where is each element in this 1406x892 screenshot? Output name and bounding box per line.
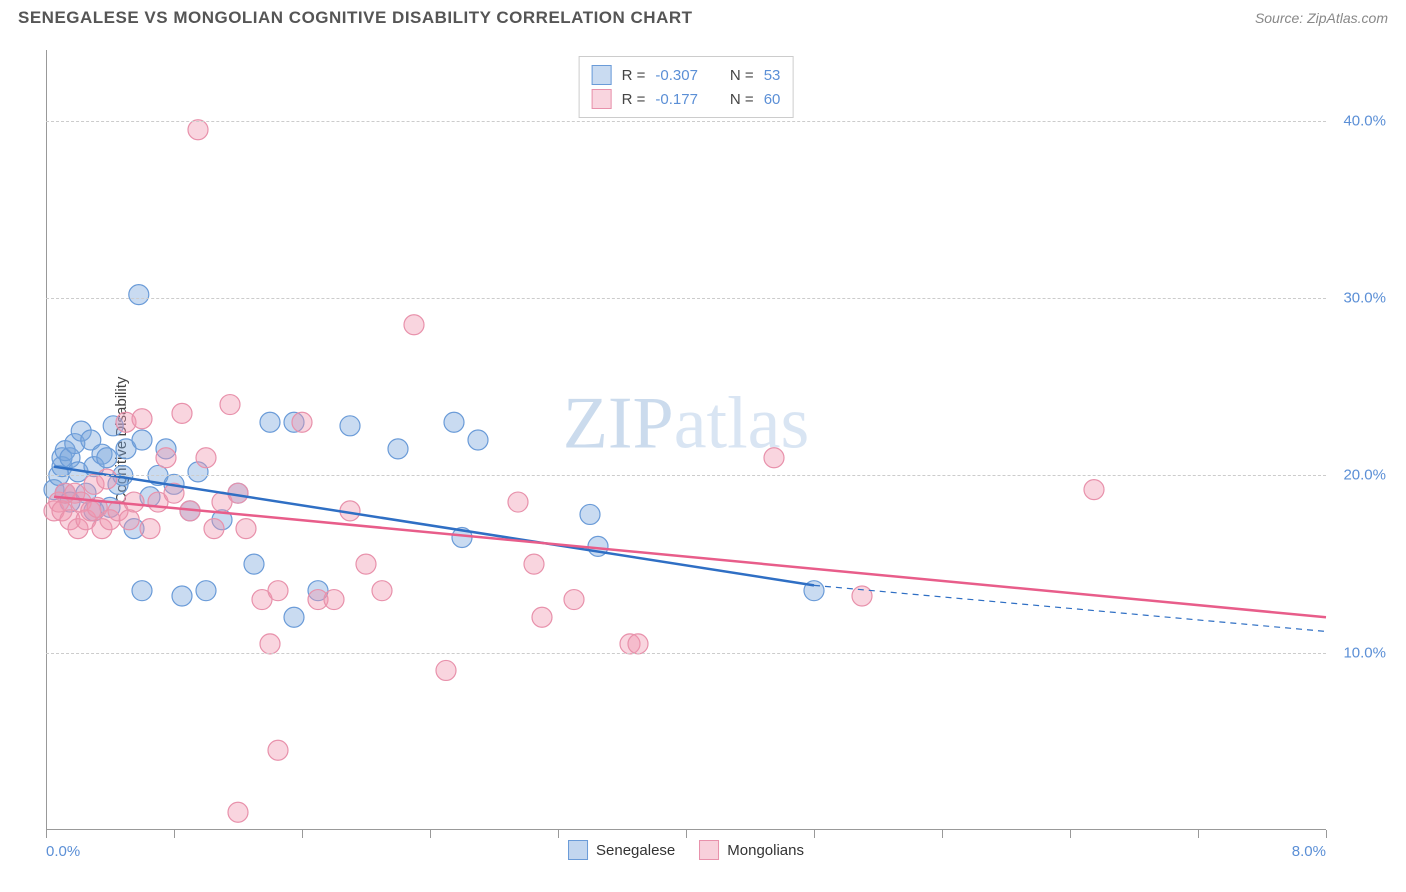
data-point xyxy=(524,554,544,574)
data-point xyxy=(260,634,280,654)
xtick xyxy=(1070,830,1071,838)
data-point xyxy=(468,430,488,450)
legend-swatch xyxy=(592,65,612,85)
xtick-label: 0.0% xyxy=(46,843,80,860)
data-point xyxy=(129,285,149,305)
data-point xyxy=(284,607,304,627)
legend-label: Mongolians xyxy=(727,842,804,859)
data-point xyxy=(268,740,288,760)
legend-swatch xyxy=(592,89,612,109)
grid-line xyxy=(46,121,1326,122)
data-point xyxy=(196,448,216,468)
data-point xyxy=(196,581,216,601)
data-point xyxy=(628,634,648,654)
legend-swatch xyxy=(699,840,719,860)
data-point xyxy=(372,581,392,601)
chart-title: SENEGALESE VS MONGOLIAN COGNITIVE DISABI… xyxy=(18,8,693,28)
data-point xyxy=(172,586,192,606)
xtick xyxy=(46,830,47,838)
legend-stat-row: R = -0.307 N = 53 xyxy=(592,63,781,87)
data-point xyxy=(132,581,152,601)
data-point xyxy=(340,416,360,436)
data-point xyxy=(97,469,117,489)
data-point xyxy=(132,430,152,450)
data-point xyxy=(140,519,160,539)
data-point xyxy=(132,409,152,429)
data-point xyxy=(404,315,424,335)
grid-line xyxy=(46,475,1326,476)
n-label: N = xyxy=(730,91,754,108)
legend-item: Mongolians xyxy=(699,840,804,860)
data-point xyxy=(852,586,872,606)
data-point xyxy=(444,412,464,432)
data-point xyxy=(356,554,376,574)
data-point xyxy=(1084,480,1104,500)
r-value: -0.177 xyxy=(655,91,698,108)
data-point xyxy=(764,448,784,468)
data-point xyxy=(124,492,144,512)
data-point xyxy=(292,412,312,432)
data-point xyxy=(172,403,192,423)
data-point xyxy=(188,120,208,140)
data-point xyxy=(324,590,344,610)
ytick-label: 10.0% xyxy=(1343,644,1386,661)
data-point xyxy=(119,510,139,530)
ytick-label: 40.0% xyxy=(1343,112,1386,129)
xtick xyxy=(1198,830,1199,838)
data-point xyxy=(436,660,456,680)
legend-item: Senegalese xyxy=(568,840,675,860)
trend-line xyxy=(54,497,1326,618)
source-label: Source: ZipAtlas.com xyxy=(1255,10,1388,26)
xtick xyxy=(814,830,815,838)
xtick xyxy=(942,830,943,838)
grid-line xyxy=(46,298,1326,299)
xtick xyxy=(174,830,175,838)
data-point xyxy=(268,581,288,601)
xtick-label: 8.0% xyxy=(1292,843,1326,860)
xtick xyxy=(558,830,559,838)
xtick xyxy=(430,830,431,838)
legend-series: Senegalese Mongolians xyxy=(568,840,804,860)
data-point xyxy=(580,504,600,524)
xtick xyxy=(1326,830,1327,838)
legend-label: Senegalese xyxy=(596,842,675,859)
data-point xyxy=(220,395,240,415)
legend-stat-row: R = -0.177 N = 60 xyxy=(592,87,781,111)
chart-area: Cognitive Disability ZIPatlas R = -0.307… xyxy=(46,50,1326,830)
r-value: -0.307 xyxy=(655,67,698,84)
data-point xyxy=(508,492,528,512)
data-point xyxy=(156,448,176,468)
r-label: R = xyxy=(622,91,646,108)
ytick-label: 20.0% xyxy=(1343,467,1386,484)
data-point xyxy=(228,802,248,822)
trend-line xyxy=(54,467,814,586)
data-point xyxy=(244,554,264,574)
data-point xyxy=(388,439,408,459)
grid-line xyxy=(46,653,1326,654)
data-point xyxy=(204,519,224,539)
legend-swatch xyxy=(568,840,588,860)
n-value: 60 xyxy=(764,91,781,108)
xtick xyxy=(302,830,303,838)
legend-stats: R = -0.307 N = 53 R = -0.177 N = 60 xyxy=(579,56,794,118)
r-label: R = xyxy=(622,67,646,84)
n-label: N = xyxy=(730,67,754,84)
data-point xyxy=(260,412,280,432)
xtick xyxy=(686,830,687,838)
n-value: 53 xyxy=(764,67,781,84)
scatter-plot xyxy=(46,50,1326,830)
data-point xyxy=(97,448,117,468)
data-point xyxy=(564,590,584,610)
data-point xyxy=(532,607,552,627)
ytick-label: 30.0% xyxy=(1343,290,1386,307)
data-point xyxy=(236,519,256,539)
